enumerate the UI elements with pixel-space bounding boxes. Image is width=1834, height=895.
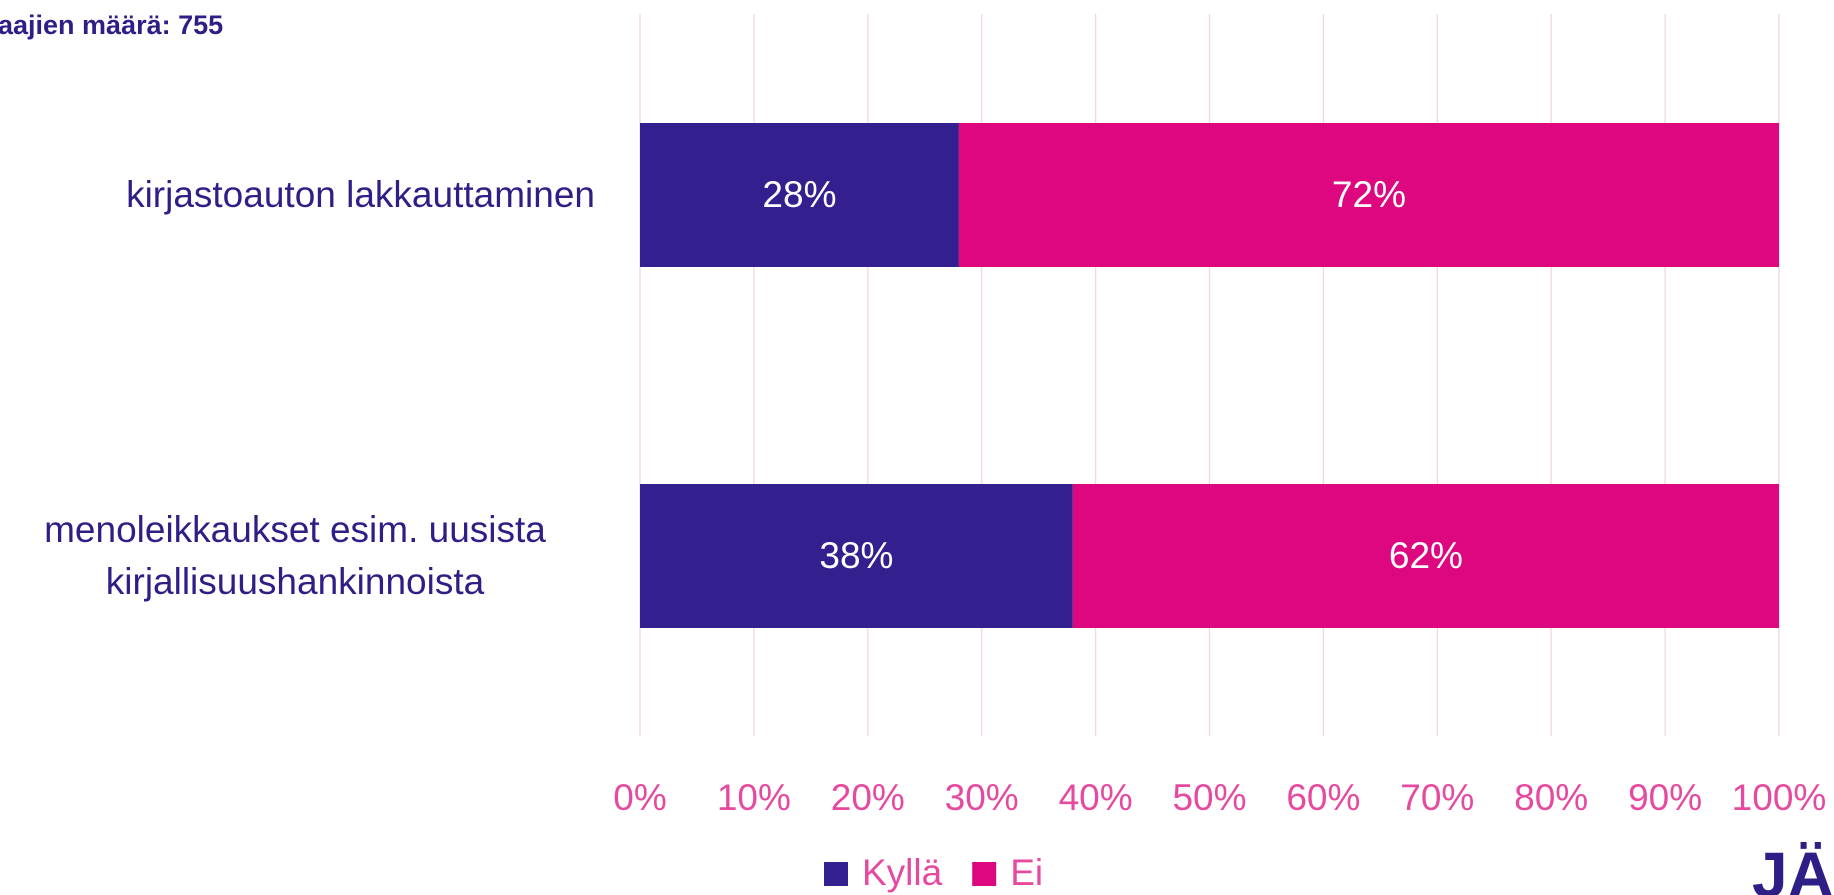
data-label: 72%: [1332, 174, 1406, 215]
legend-swatch: [824, 862, 848, 886]
bar-segment: [640, 484, 1073, 628]
x-tick-label: 60%: [1286, 777, 1360, 818]
x-tick-label: 50%: [1172, 777, 1246, 818]
legend-label: Kyllä: [862, 852, 943, 893]
category-label: kirjastoauton lakkauttaminen: [126, 174, 595, 216]
chart-title: aajien määrä: 755: [0, 10, 223, 40]
category-label-box: kirjastoauton lakkauttaminen: [0, 123, 595, 267]
logo: JÄM: [1752, 839, 1834, 895]
x-tick-label: 30%: [945, 777, 1019, 818]
data-label: 62%: [1389, 535, 1463, 576]
data-label: 28%: [762, 174, 836, 215]
x-tick-label: 40%: [1059, 777, 1133, 818]
legend-label: Ei: [1010, 852, 1043, 893]
bar-segment: [1072, 484, 1779, 628]
x-tick-label: 80%: [1514, 777, 1588, 818]
category-label-box: menoleikkaukset esim. uusista kirjallisu…: [0, 484, 595, 628]
x-tick-label: 20%: [831, 777, 905, 818]
data-label: 38%: [819, 535, 893, 576]
x-tick-label: 90%: [1628, 777, 1702, 818]
x-tick-label: 0%: [613, 777, 666, 818]
bar-segment: [958, 123, 1779, 267]
x-tick-label: 10%: [717, 777, 791, 818]
bar-segment: [640, 123, 959, 267]
legend-swatch: [972, 862, 997, 886]
x-tick-label: 100%: [1732, 777, 1827, 818]
x-tick-label: 70%: [1400, 777, 1474, 818]
category-label: menoleikkaukset esim. uusista kirjallisu…: [44, 509, 546, 602]
